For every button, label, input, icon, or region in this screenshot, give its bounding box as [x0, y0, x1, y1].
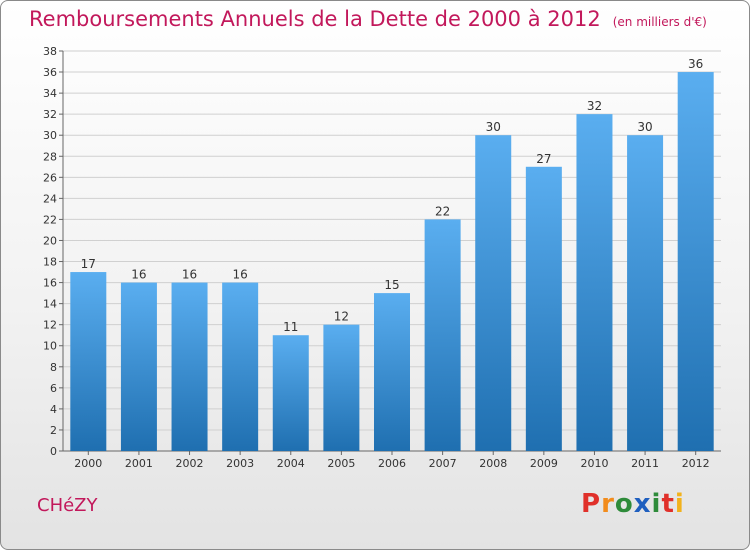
logo-letter: r: [601, 489, 615, 519]
y-tick-label: 38: [43, 45, 57, 58]
y-tick-label: 30: [43, 129, 57, 142]
bar-2008: [475, 135, 512, 452]
y-tick-label: 0: [50, 445, 57, 458]
labels: 17 2000 16 2001 16 2002 16 2003 11 2004 12 2005 15 20…: [74, 57, 709, 470]
x-tick-label-2004: 2004: [277, 457, 305, 470]
value-label-2009: 27: [536, 152, 551, 166]
logo-letter: t: [661, 489, 675, 519]
y-tick-label: 32: [43, 108, 57, 121]
logo-letter: x: [633, 489, 652, 519]
bar-2004: [272, 335, 309, 451]
proxiti-logo: Proxiti: [581, 489, 685, 519]
chart-title: Remboursements Annuels de la Dette de 20…: [29, 7, 707, 31]
bar-2005: [323, 324, 360, 451]
y-tick-label: 34: [43, 87, 57, 100]
value-label-2011: 30: [637, 120, 652, 134]
y-tick-label: 12: [43, 319, 57, 332]
bar-2000: [70, 272, 107, 451]
logo-letter: i: [651, 489, 662, 519]
y-tick-label: 8: [50, 361, 57, 374]
value-label-2000: 17: [81, 257, 96, 271]
value-label-2001: 16: [131, 268, 146, 282]
logo-letter: i: [674, 489, 685, 519]
y-tick-label: 4: [50, 403, 57, 416]
logo-letter: o: [614, 489, 634, 519]
value-label-2008: 30: [486, 120, 501, 134]
bar-2003: [222, 282, 259, 451]
value-label-2010: 32: [587, 99, 602, 113]
x-tick-label-2011: 2011: [631, 457, 659, 470]
chart-subtitle: (en milliers d'€): [612, 15, 707, 29]
value-label-2003: 16: [233, 268, 248, 282]
chart-title-text: Remboursements Annuels de la Dette de 20…: [29, 7, 601, 31]
x-tick-label-2001: 2001: [125, 457, 153, 470]
value-label-2004: 11: [283, 320, 298, 334]
bar-2012: [677, 72, 714, 451]
x-tick-label-2009: 2009: [530, 457, 558, 470]
bar-2002: [171, 282, 208, 451]
value-label-2002: 16: [182, 268, 197, 282]
value-label-2007: 22: [435, 204, 450, 218]
x-tick-label-2010: 2010: [580, 457, 608, 470]
y-tick-label: 18: [43, 256, 57, 269]
bar-2010: [576, 114, 613, 451]
x-tick-label-2003: 2003: [226, 457, 254, 470]
bar-2007: [424, 219, 461, 451]
bar-2009: [525, 166, 562, 451]
y-tick-label: 2: [50, 424, 57, 437]
bar-2006: [374, 293, 410, 451]
y-tick-label: 24: [43, 192, 57, 205]
y-tick-label: 14: [43, 298, 57, 311]
y-tick-label: 22: [43, 213, 57, 226]
y-tick-label: 6: [50, 382, 57, 395]
y-tick-label: 26: [43, 171, 57, 184]
value-label-2006: 15: [384, 278, 399, 292]
logo-letter: P: [581, 489, 602, 519]
bar-2011: [627, 135, 664, 452]
bar-2001: [120, 282, 157, 451]
x-tick-label-2005: 2005: [327, 457, 355, 470]
bars: [70, 72, 714, 452]
y-tick-label: 16: [43, 277, 57, 290]
x-tick-label-2008: 2008: [479, 457, 507, 470]
value-label-2012: 36: [688, 57, 703, 71]
x-tick-label-2002: 2002: [176, 457, 204, 470]
x-tick-label-2007: 2007: [429, 457, 457, 470]
x-tick-label-2006: 2006: [378, 457, 406, 470]
y-tick-label: 10: [43, 340, 57, 353]
y-tick-label: 28: [43, 150, 57, 163]
commune-name: CHéZY: [37, 495, 98, 516]
x-tick-label-2012: 2012: [682, 457, 710, 470]
value-label-2005: 12: [334, 310, 349, 324]
y-tick-label: 20: [43, 234, 57, 247]
y-tick-label: 36: [43, 66, 57, 79]
x-tick-label-2000: 2000: [74, 457, 102, 470]
